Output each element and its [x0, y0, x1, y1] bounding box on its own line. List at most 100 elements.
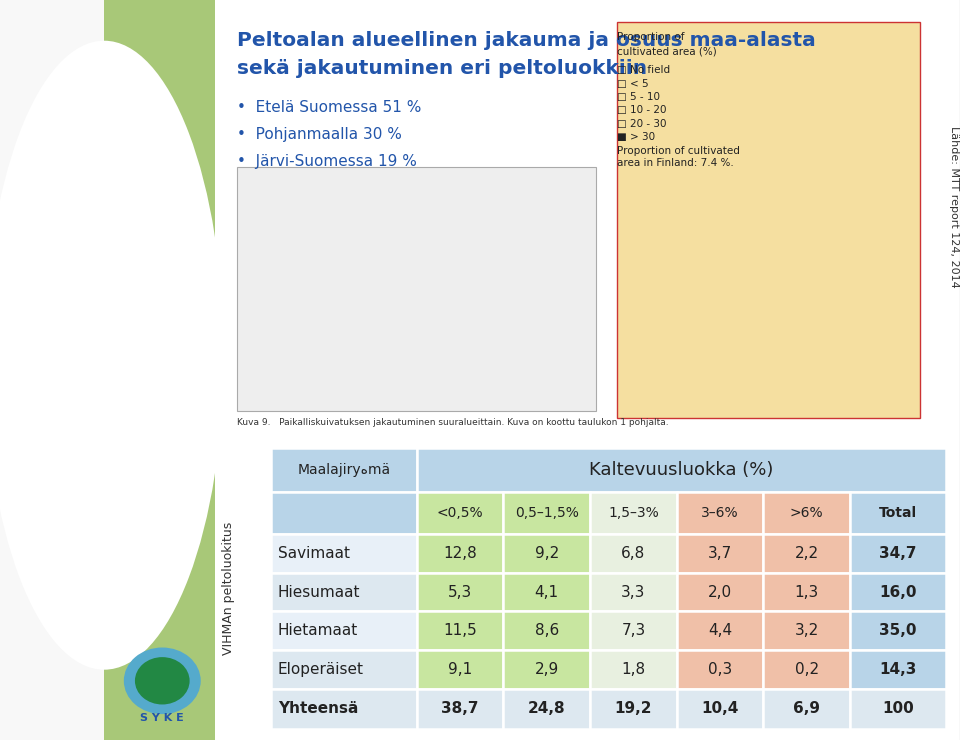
Bar — [851, 534, 946, 573]
Bar — [271, 492, 417, 534]
Text: 19,2: 19,2 — [614, 702, 652, 716]
Bar — [590, 689, 677, 729]
Bar — [763, 611, 851, 650]
Text: >6%: >6% — [790, 506, 824, 520]
Text: Hietamaat: Hietamaat — [277, 623, 358, 639]
Text: Total: Total — [879, 506, 917, 520]
Text: 7,3: 7,3 — [621, 623, 645, 639]
Bar — [417, 611, 503, 650]
Text: Savimaat: Savimaat — [277, 546, 349, 561]
Bar — [677, 534, 763, 573]
Text: 100: 100 — [882, 702, 914, 716]
Text: 3,3: 3,3 — [621, 585, 646, 599]
Text: 2,0: 2,0 — [708, 585, 732, 599]
Bar — [763, 573, 851, 611]
Text: •  Pohjanmaalla 30 %: • Pohjanmaalla 30 % — [236, 127, 401, 142]
Bar — [590, 650, 677, 689]
Bar — [417, 534, 503, 573]
Text: Kuva 9.   Paikalliskuivatuksen jakautuminen suuralueittain. Kuva on koottu taulu: Kuva 9. Paikalliskuivatuksen jakautumine… — [236, 418, 668, 427]
Text: 12,8: 12,8 — [444, 546, 477, 561]
Bar — [617, 22, 921, 418]
Bar — [417, 573, 503, 611]
Bar — [851, 689, 946, 729]
Bar — [417, 492, 503, 534]
Bar — [105, 0, 224, 740]
Text: 3,7: 3,7 — [708, 546, 732, 561]
Bar — [677, 573, 763, 611]
Bar — [271, 534, 417, 573]
Text: Peltoalan alueellinen jakauma ja osuus maa-alasta: Peltoalan alueellinen jakauma ja osuus m… — [236, 31, 815, 50]
Bar — [677, 611, 763, 650]
Text: 6,8: 6,8 — [621, 546, 645, 561]
Bar — [851, 492, 946, 534]
Text: □ 5 - 10: □ 5 - 10 — [617, 92, 660, 102]
Ellipse shape — [0, 41, 224, 670]
Text: □ < 5: □ < 5 — [617, 78, 649, 89]
Text: Proportion of cultivated: Proportion of cultivated — [617, 146, 740, 156]
Text: 6,9: 6,9 — [793, 702, 820, 716]
Text: VIHMAn peltoluokitus: VIHMAn peltoluokitus — [222, 522, 234, 655]
Bar — [236, 166, 595, 411]
Bar — [503, 611, 590, 650]
Text: 34,7: 34,7 — [879, 546, 917, 561]
Bar — [677, 650, 763, 689]
Bar — [851, 573, 946, 611]
Text: 14,3: 14,3 — [879, 662, 917, 677]
Text: Kaltevuusluokka (%): Kaltevuusluokka (%) — [589, 461, 774, 479]
Bar — [215, 0, 959, 740]
Text: 0,2: 0,2 — [795, 662, 819, 677]
Text: 4,4: 4,4 — [708, 623, 732, 639]
Bar — [417, 448, 946, 492]
Text: □ No field: □ No field — [617, 65, 670, 75]
Text: 1,8: 1,8 — [621, 662, 645, 677]
Bar — [763, 492, 851, 534]
Bar — [590, 492, 677, 534]
Text: Eloperäiset: Eloperäiset — [277, 662, 364, 677]
Bar — [271, 689, 417, 729]
Bar — [417, 689, 503, 729]
Bar — [271, 448, 417, 492]
Bar — [503, 650, 590, 689]
Text: 9,2: 9,2 — [535, 546, 559, 561]
Bar — [503, 534, 590, 573]
Text: 5,3: 5,3 — [448, 585, 472, 599]
Text: 16,0: 16,0 — [879, 585, 917, 599]
Text: 2,9: 2,9 — [535, 662, 559, 677]
Bar — [677, 492, 763, 534]
Text: 0,3: 0,3 — [708, 662, 732, 677]
Bar — [763, 534, 851, 573]
Text: cultivated area (%): cultivated area (%) — [617, 47, 717, 57]
Text: ■ > 30: ■ > 30 — [617, 132, 655, 142]
Text: <0,5%: <0,5% — [437, 506, 484, 520]
Text: 24,8: 24,8 — [528, 702, 565, 716]
Bar — [851, 611, 946, 650]
Text: S Y K E: S Y K E — [140, 713, 184, 723]
Bar — [763, 650, 851, 689]
Text: 3–6%: 3–6% — [702, 506, 739, 520]
Bar — [677, 689, 763, 729]
Bar — [271, 611, 417, 650]
Text: 11,5: 11,5 — [444, 623, 477, 639]
Bar — [503, 573, 590, 611]
Text: 4,1: 4,1 — [535, 585, 559, 599]
Text: area in Finland: 7.4 %.: area in Finland: 7.4 %. — [617, 158, 733, 168]
Text: 0,5–1,5%: 0,5–1,5% — [515, 506, 579, 520]
Bar — [271, 650, 417, 689]
Text: •  Järvi-Suomessa 19 %: • Järvi-Suomessa 19 % — [236, 154, 417, 169]
Bar — [417, 650, 503, 689]
Text: Yhteensä: Yhteensä — [277, 702, 358, 716]
Text: sekä jakautuminen eri peltoluokkiin: sekä jakautuminen eri peltoluokkiin — [236, 58, 647, 78]
Text: Maalajiryهmä: Maalajiryهmä — [298, 463, 391, 477]
Text: 8,6: 8,6 — [535, 623, 559, 639]
Text: □ 20 - 30: □ 20 - 30 — [617, 118, 666, 129]
Bar — [763, 689, 851, 729]
Text: 9,1: 9,1 — [448, 662, 472, 677]
Text: Lähde: MTT report 124, 2014: Lähde: MTT report 124, 2014 — [949, 127, 959, 288]
Circle shape — [124, 648, 201, 714]
Bar — [851, 650, 946, 689]
Text: □ 10 - 20: □ 10 - 20 — [617, 105, 666, 115]
Bar — [590, 534, 677, 573]
Text: 10,4: 10,4 — [702, 702, 739, 716]
Circle shape — [135, 657, 190, 704]
Text: Proportion of: Proportion of — [617, 32, 684, 42]
